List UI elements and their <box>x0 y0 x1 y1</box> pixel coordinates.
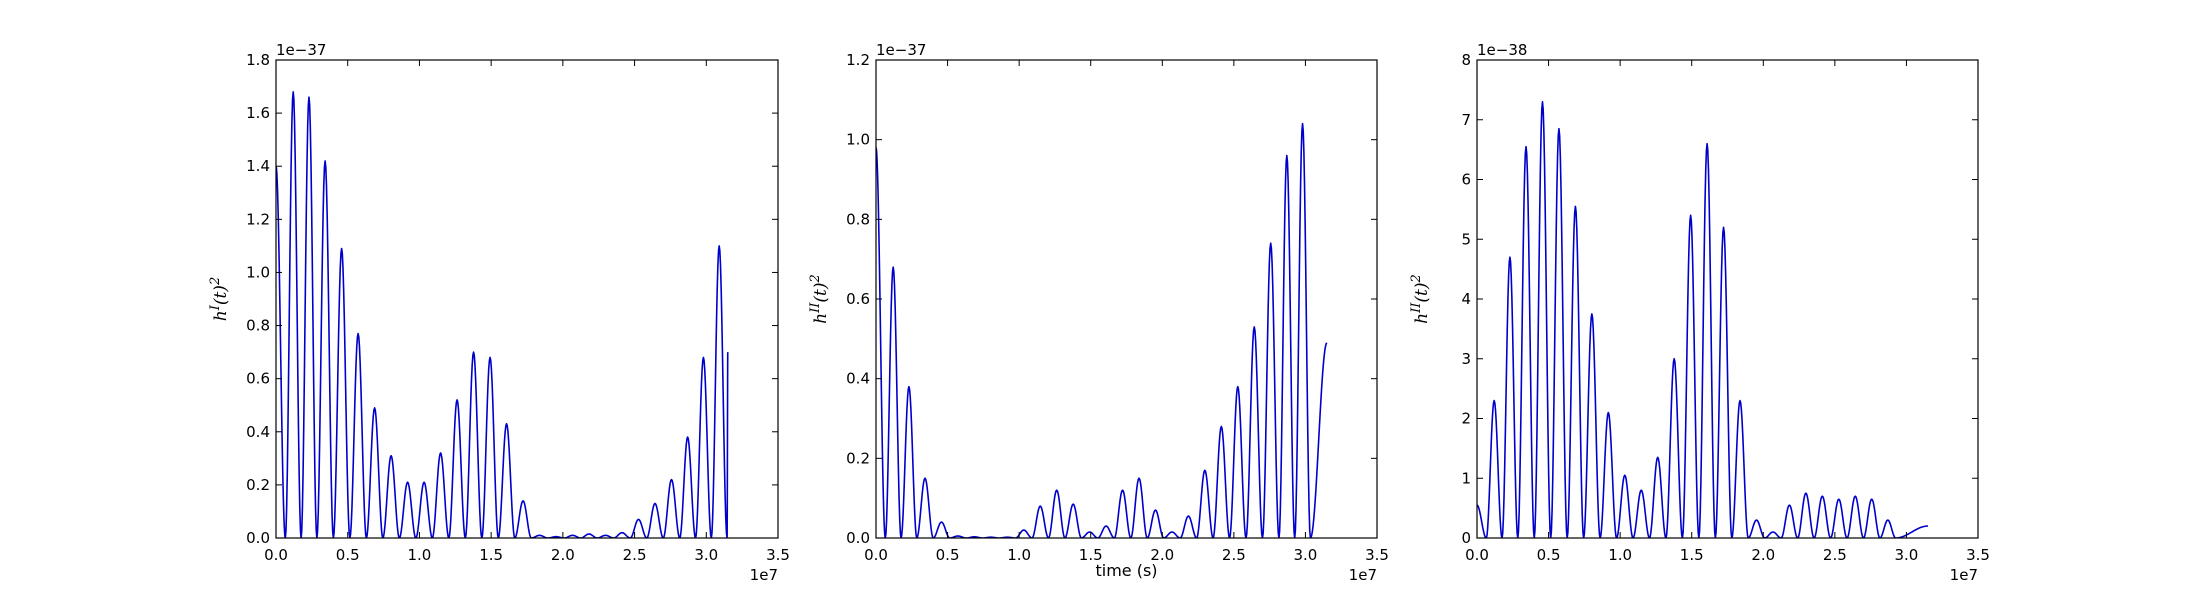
series-line-1 <box>876 122 1328 538</box>
x-tick-label: 0.5 <box>336 546 360 564</box>
x-tick-label: 3.0 <box>694 546 718 564</box>
y-tick-label: 0.0 <box>246 529 270 547</box>
y-tick-label: 1.4 <box>246 157 270 175</box>
y-tick-label: 0.4 <box>846 370 870 388</box>
x-tick-label: 1.0 <box>407 546 431 564</box>
x-tick-label: 2.0 <box>1751 546 1775 564</box>
x-tick-label: 0.0 <box>864 546 888 564</box>
y-tick-label: 1.8 <box>246 51 270 69</box>
x-tick-label: 1.5 <box>1079 546 1103 564</box>
y-tick-label: 1.0 <box>246 263 270 281</box>
axes-frame <box>275 59 779 539</box>
y-tick-label: 1.6 <box>246 104 270 122</box>
y-tick-label: 1.0 <box>846 131 870 149</box>
y-offset-label: 1e−37 <box>276 41 326 59</box>
y-tick-label: 6 <box>1461 171 1471 189</box>
series-line-1 <box>1477 101 1928 538</box>
x-tick-label: 3.5 <box>1365 546 1389 564</box>
y-tick-label: 7 <box>1461 111 1471 129</box>
y-tick-label: 0.8 <box>846 210 870 228</box>
x-tick-label: 2.5 <box>1222 546 1246 564</box>
y-axis-label: hII(t)2 <box>1409 274 1432 324</box>
y-tick-label: 2 <box>1461 410 1471 428</box>
x-offset-label: 1e7 <box>1950 566 1978 584</box>
y-tick-label: 0.6 <box>846 290 870 308</box>
y-axis-label: hI(t)2 <box>208 277 231 321</box>
y-tick-label: 8 <box>1461 51 1471 69</box>
x-tick-label: 1.0 <box>1007 546 1031 564</box>
x-offset-label: 1e7 <box>1349 566 1377 584</box>
x-tick-label: 0.5 <box>1537 546 1561 564</box>
x-tick-label: 1.5 <box>479 546 503 564</box>
subplot-1: 0.0 0.5 1.0 1.5 2.0 2.5 3.0 3.5 0.0 0.2 0.4 0.6 0.8 1… <box>208 41 790 584</box>
y-tick-label: 1 <box>1461 469 1471 487</box>
x-tick-label: 0.0 <box>264 546 288 564</box>
x-axis-label: time (s) <box>1095 561 1157 580</box>
y-tick-label: 0.8 <box>246 317 270 335</box>
x-tick-label: 2.0 <box>551 546 575 564</box>
series-line-1 <box>276 91 729 538</box>
y-axis-label: hII(t)2 <box>808 274 831 324</box>
x-tick-label: 1.5 <box>1680 546 1704 564</box>
x-tick-label: 3.0 <box>1894 546 1918 564</box>
y-tick-label: 4 <box>1461 290 1471 308</box>
y-tick-label: 0.4 <box>246 423 270 441</box>
y-tick-label: 0.6 <box>246 370 270 388</box>
y-tick-label: 3 <box>1461 350 1471 368</box>
x-tick-label: 0.5 <box>936 546 960 564</box>
y-tick-label: 0.2 <box>246 476 270 494</box>
y-tick-label: 0 <box>1461 529 1471 547</box>
subplot-2: 0.0 0.5 1.0 1.5 2.0 2.5 3.0 3.5 0.0 0.2 0.4 0.6 0.8 1… <box>808 41 1389 584</box>
x-tick-label: 3.5 <box>766 546 790 564</box>
x-tick-label: 3.0 <box>1293 546 1317 564</box>
x-tick-label: 2.5 <box>623 546 647 564</box>
y-offset-label: 1e−38 <box>1477 41 1527 59</box>
x-tick-label: 0.0 <box>1465 546 1489 564</box>
y-tick-label: 0.2 <box>846 449 870 467</box>
subplot-3: 0.0 0.5 1.0 1.5 2.0 2.5 3.0 3.5 0 1 2 3 4 5 6 7 8 1e−38 1e… <box>1409 41 1990 584</box>
x-tick-label: 2.5 <box>1823 546 1847 564</box>
y-tick-label: 1.2 <box>246 210 270 228</box>
y-tick-label: 1.2 <box>846 51 870 69</box>
x-offset-label: 1e7 <box>750 566 778 584</box>
y-tick-label: 5 <box>1461 230 1471 248</box>
x-tick-label: 1.0 <box>1608 546 1632 564</box>
subplots-group: 0.0 0.5 1.0 1.5 2.0 2.5 3.0 3.5 0.0 0.2 0.4 0.6 0.8 1… <box>208 41 1990 584</box>
x-tick-label: 2.0 <box>1150 546 1174 564</box>
y-offset-label: 1e−37 <box>876 41 926 59</box>
y-tick-label: 0.0 <box>846 529 870 547</box>
x-tick-label: 3.5 <box>1966 546 1990 564</box>
